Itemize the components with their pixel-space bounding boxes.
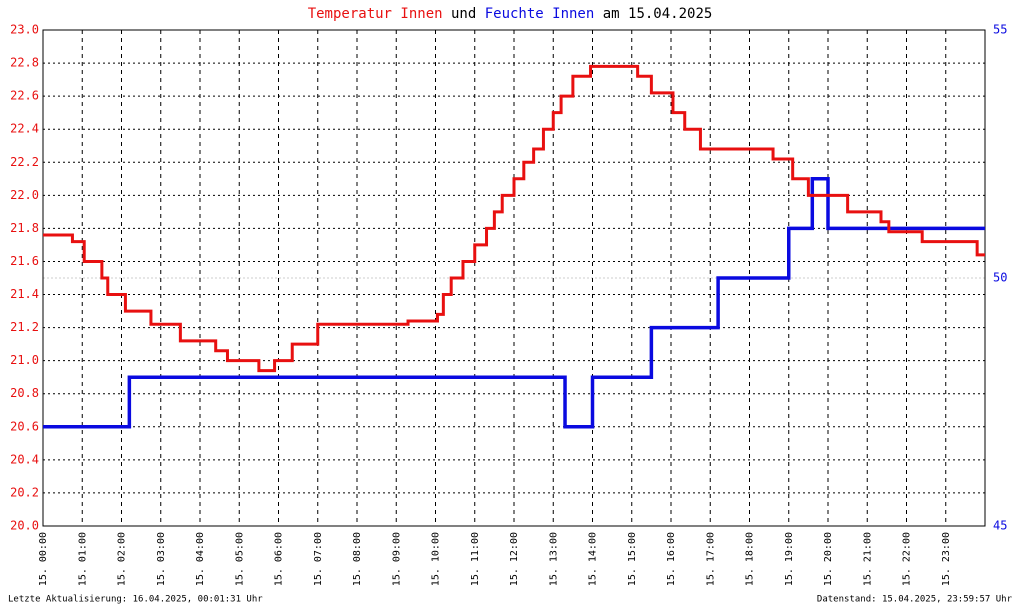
chart-title: Temperatur Innen und Feuchte Innen am 15…	[308, 6, 713, 22]
y-tick-label: 20.6	[10, 419, 39, 433]
x-tick-label: 15. 01:00	[77, 532, 88, 586]
x-tick-label: 15. 09:00	[391, 532, 402, 586]
footer-left: Letzte Aktualisierung: 16.04.2025, 00:01…	[8, 595, 263, 605]
y-tick-label: 22.4	[10, 122, 39, 136]
y-tick-label: 21.2	[10, 320, 39, 334]
x-tick-label: 15. 14:00	[588, 532, 599, 586]
x-tick-label: 15. 20:00	[823, 532, 834, 586]
x-tick-label: 15. 06:00	[274, 532, 285, 586]
y-tick-label: 20.4	[10, 452, 39, 466]
x-tick-label: 15. 21:00	[862, 532, 873, 586]
y-tick-label: 22.2	[10, 155, 39, 169]
plot-frame	[42, 29, 986, 527]
data-line	[43, 177, 985, 429]
y-tick-label: 21.8	[10, 221, 39, 235]
x-tick-label: 15. 17:00	[705, 532, 716, 586]
y-tick-label: 22.6	[10, 89, 39, 103]
x-tick-label: 15. 22:00	[902, 532, 913, 586]
y-tick-label: 21.0	[10, 353, 39, 367]
y-tick-label: 21.4	[10, 287, 39, 301]
x-tick-label: 15. 11:00	[470, 532, 481, 586]
y-tick-label: 23.0	[10, 23, 39, 37]
x-tick-label: 15. 00:00	[38, 532, 49, 586]
x-tick-label: 15. 10:00	[431, 532, 442, 586]
y-tick-label: 21.6	[10, 254, 39, 268]
title-part: am 15.04.2025	[603, 6, 713, 22]
y2-tick-label: 50	[993, 271, 1007, 285]
x-tick-label: 15. 19:00	[784, 532, 795, 586]
y-tick-label: 20.0	[10, 519, 39, 533]
title-part: und	[451, 6, 476, 22]
x-tick-label: 15. 08:00	[352, 532, 363, 586]
y-tick-label: 20.2	[10, 485, 39, 499]
y2-tick-label: 55	[993, 23, 1007, 37]
x-tick-label: 15. 23:00	[941, 532, 952, 586]
data-line	[43, 64, 985, 373]
y-tick-label: 22.0	[10, 188, 39, 202]
title-part: Temperatur Innen	[308, 6, 443, 22]
x-tick-label: 15. 15:00	[627, 532, 638, 586]
x-tick-label: 15. 02:00	[117, 532, 128, 586]
x-tick-label: 15. 16:00	[666, 532, 677, 586]
y-tick-label: 20.8	[10, 386, 39, 400]
x-tick-label: 15. 03:00	[156, 532, 167, 586]
y-tick-label: 22.8	[10, 56, 39, 70]
y2-tick-label: 45	[993, 519, 1007, 533]
x-tick-label: 15. 12:00	[509, 532, 520, 586]
x-tick-label: 15. 07:00	[313, 532, 324, 586]
x-tick-label: 15. 13:00	[548, 532, 559, 586]
x-tick-label: 15. 18:00	[745, 532, 756, 586]
x-tick-label: 15. 05:00	[234, 532, 245, 586]
x-tick-label: 15. 04:00	[195, 532, 206, 586]
title-part: Feuchte Innen	[485, 6, 595, 22]
footer-right: Datenstand: 15.04.2025, 23:59:57 Uhr	[817, 595, 1013, 605]
